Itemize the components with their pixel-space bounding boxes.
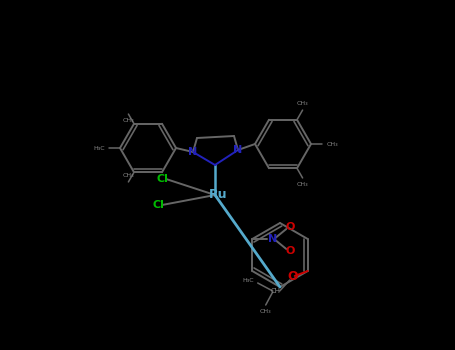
Text: CH: CH (271, 288, 281, 294)
Text: N: N (188, 147, 197, 157)
Text: N: N (268, 234, 277, 244)
Text: CH₃: CH₃ (297, 182, 308, 187)
Text: H₃C: H₃C (93, 146, 105, 150)
Text: O: O (286, 222, 295, 232)
Text: Cl: Cl (156, 174, 168, 184)
Text: Cl: Cl (152, 200, 164, 210)
Text: H₃C: H₃C (242, 279, 254, 284)
Text: N: N (233, 145, 243, 155)
Text: CH₃: CH₃ (122, 173, 134, 178)
Text: Ru: Ru (209, 189, 227, 202)
Text: CH₃: CH₃ (297, 101, 308, 106)
Text: O: O (286, 246, 295, 256)
Text: O: O (288, 270, 298, 282)
Text: CH₃: CH₃ (260, 309, 272, 314)
Text: CH₃: CH₃ (122, 118, 134, 123)
Text: CH₃: CH₃ (326, 141, 338, 147)
